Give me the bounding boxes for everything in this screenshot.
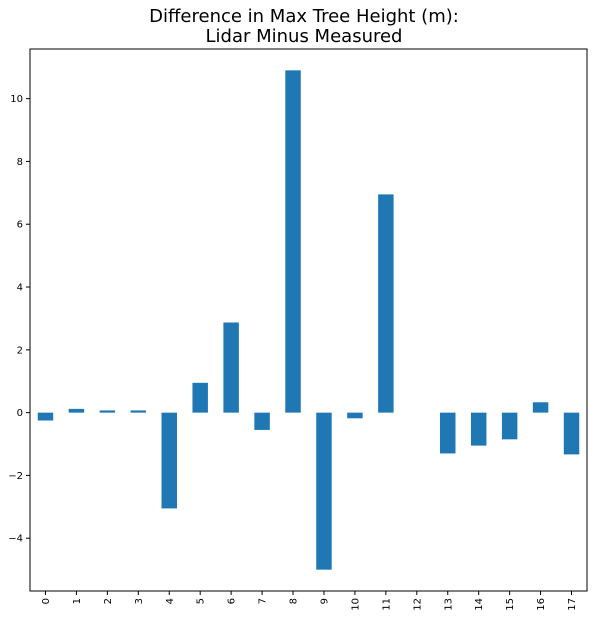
- y-tick-label: 4: [17, 283, 23, 294]
- bar: [285, 70, 301, 413]
- bar: [440, 412, 456, 454]
- x-tick-label: 5: [196, 598, 207, 604]
- x-tick-label: 9: [319, 598, 330, 604]
- y-tick-label: 6: [17, 220, 23, 231]
- x-tick-label: 6: [227, 598, 238, 604]
- bar: [192, 382, 208, 413]
- bar: [532, 402, 549, 413]
- bar: [37, 412, 54, 421]
- y-tick-label: 10: [10, 94, 23, 105]
- bar: [161, 412, 177, 509]
- x-tick-label: 7: [258, 598, 269, 604]
- chart-title-line-2: Lidar Minus Measured: [206, 26, 403, 47]
- x-tick-label: 14: [474, 598, 485, 611]
- x-tick-label: 8: [289, 598, 300, 604]
- x-tick-label: 2: [103, 598, 114, 604]
- x-tick-label: 12: [412, 598, 423, 611]
- bar: [130, 410, 147, 413]
- bar: [316, 412, 332, 570]
- bar: [223, 322, 239, 413]
- bar: [68, 408, 85, 413]
- y-tick-label: 2: [17, 345, 23, 356]
- y-tick-label: −4: [8, 534, 23, 545]
- x-tick-label: 10: [350, 598, 361, 611]
- y-tick-label: −2: [8, 471, 23, 482]
- bar: [470, 412, 487, 446]
- bar: [563, 412, 580, 455]
- x-tick-label: 0: [41, 598, 52, 604]
- axes-frame: [29, 48, 588, 592]
- x-tick-label: 15: [505, 598, 516, 611]
- y-tick-label: 8: [17, 157, 23, 168]
- y-tick-label: 0: [17, 408, 23, 419]
- bar: [254, 412, 270, 430]
- x-tick-label: 3: [134, 598, 145, 604]
- chart-title-line-1: Difference in Max Tree Height (m):: [149, 6, 459, 27]
- x-tick-label: 11: [381, 598, 392, 611]
- x-tick-label: 17: [567, 598, 578, 611]
- x-tick-label: 13: [443, 598, 454, 611]
- x-tick-label: 16: [536, 598, 547, 611]
- bar: [501, 412, 518, 440]
- bar: [99, 410, 116, 413]
- bar: [347, 412, 363, 419]
- bar: [378, 194, 394, 413]
- x-tick-label: 1: [72, 598, 83, 604]
- x-tick-label: 4: [165, 598, 176, 604]
